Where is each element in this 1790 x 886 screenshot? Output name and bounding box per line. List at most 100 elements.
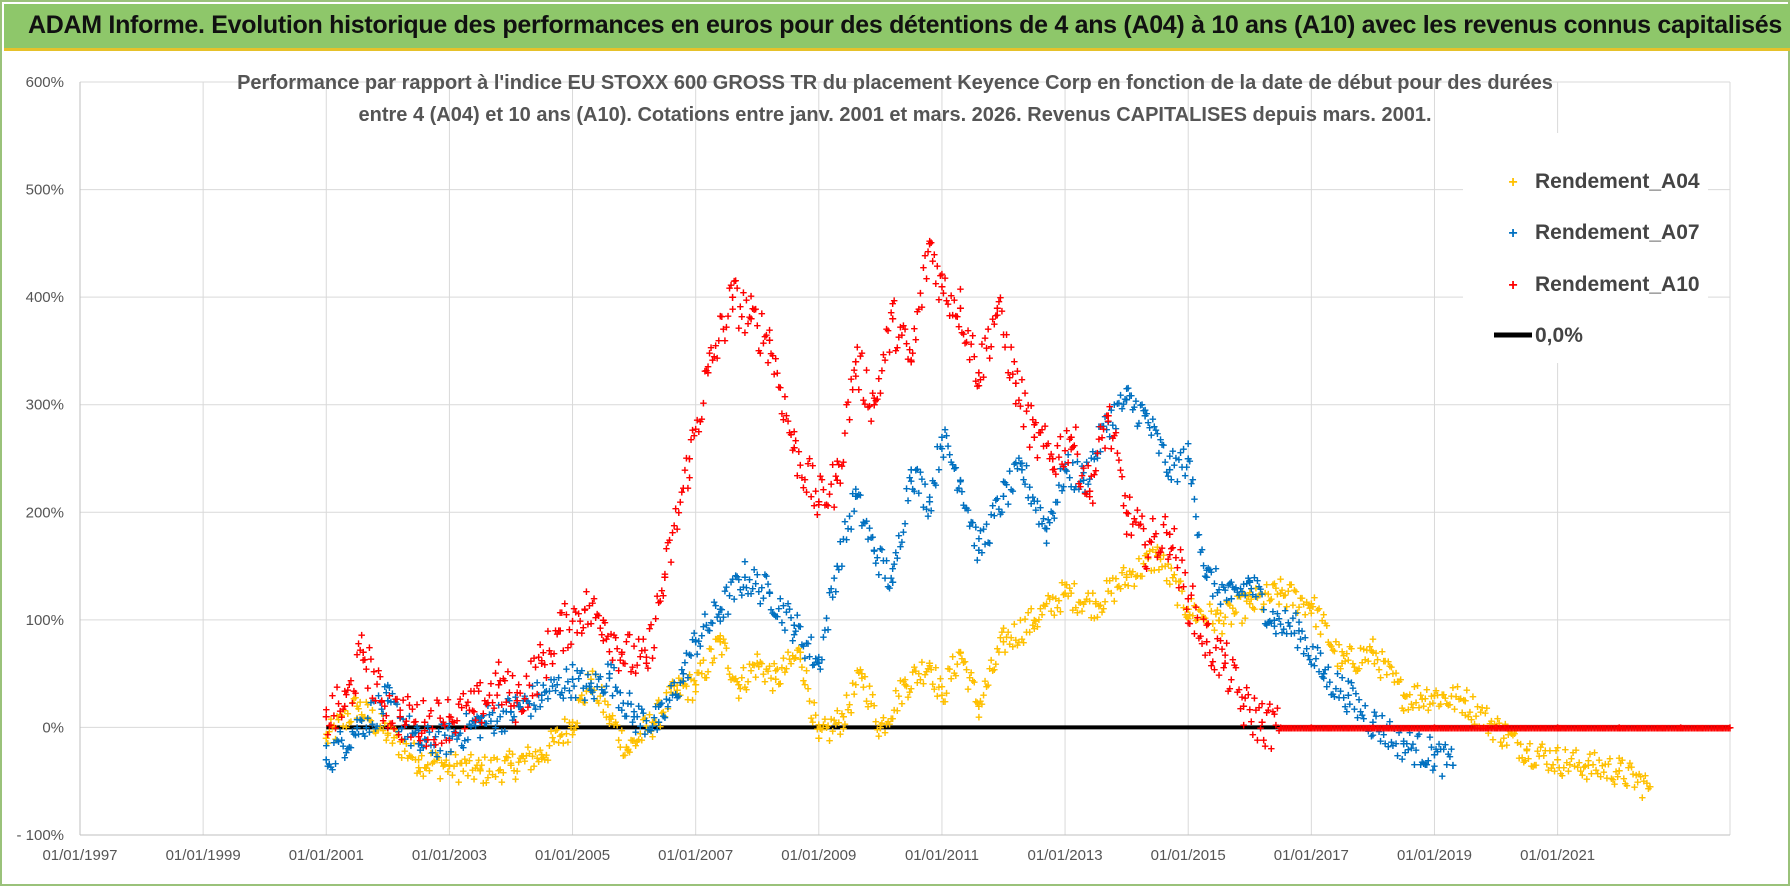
scatter-point: +: [347, 740, 355, 755]
scatter-point: +: [983, 517, 991, 532]
scatter-point: +: [1114, 396, 1122, 411]
data-point: +: [716, 601, 724, 617]
scatter-point: +: [576, 691, 584, 706]
scatter-point: +: [1138, 397, 1146, 412]
scatter-point: +: [1224, 577, 1232, 592]
scatter-point: +: [643, 713, 651, 728]
scatter-point: +: [1635, 767, 1643, 782]
scatter-point: +: [379, 723, 387, 738]
data-point: +: [765, 585, 773, 601]
scatter-point: +: [459, 740, 467, 755]
scatter-point: +: [1294, 640, 1302, 655]
scatter-point: +: [972, 519, 980, 534]
scatter-point: +: [1338, 644, 1346, 659]
scatter-point: +: [946, 447, 954, 462]
scatter-point: +: [490, 726, 498, 741]
scatter-point: +: [470, 714, 478, 729]
scatter-point: +: [909, 481, 917, 496]
scatter-point: +: [723, 579, 731, 594]
scatter-point: +: [1226, 598, 1234, 613]
scatter-point: +: [820, 629, 828, 644]
scatter-point: +: [1386, 714, 1394, 729]
scatter-point: +: [372, 725, 380, 740]
scatter-point: +: [932, 477, 940, 492]
scatter-point: +: [729, 671, 737, 686]
scatter-point: +: [538, 752, 546, 767]
data-point: +: [1030, 612, 1038, 628]
scatter-point: +: [998, 504, 1006, 519]
scatter-point: +: [764, 664, 772, 679]
scatter-point: +: [329, 762, 337, 777]
scatter-point: +: [1186, 453, 1194, 468]
scatter-point: +: [1071, 482, 1079, 497]
scatter-point: +: [533, 675, 541, 690]
scatter-point: +: [615, 700, 623, 715]
scatter-point: +: [1377, 733, 1385, 748]
scatter-point: +: [944, 661, 952, 676]
scatter-point: +: [858, 670, 866, 685]
scatter-point: +: [797, 619, 805, 634]
scatter-point: +: [423, 732, 431, 747]
scatter-point: +: [1311, 658, 1319, 673]
scatter-point: +: [1151, 562, 1159, 577]
scatter-point: +: [735, 691, 743, 706]
scatter-point: +: [678, 673, 686, 688]
scatter-point: +: [1438, 769, 1446, 784]
scatter-point: +: [1132, 394, 1140, 409]
scatter-point: +: [463, 706, 471, 721]
scatter-point: +: [873, 550, 881, 565]
data-point: +: [907, 461, 915, 477]
data-point: +: [445, 709, 453, 725]
scatter-point: +: [673, 690, 681, 705]
data-point: +: [1203, 633, 1211, 649]
scatter-point: +: [1234, 588, 1242, 603]
scatter-point: +: [1246, 585, 1254, 600]
scatter-point: +: [512, 771, 520, 786]
scatter-point: +: [841, 717, 849, 732]
scatter-point: +: [467, 747, 475, 762]
data-point: +: [1584, 757, 1592, 773]
scatter-point: +: [349, 724, 357, 739]
scatter-point: +: [772, 608, 780, 623]
scatter-point: +: [1534, 744, 1542, 759]
scatter-point: +: [903, 481, 911, 496]
scatter-point: +: [1177, 574, 1185, 589]
scatter-point: +: [1443, 696, 1451, 711]
scatter-point: +: [947, 671, 955, 686]
scatter-point: +: [872, 555, 880, 570]
scatter-point: +: [1231, 582, 1239, 597]
scatter-point: +: [1398, 701, 1406, 716]
scatter-point: +: [1463, 682, 1471, 697]
data-point: +: [359, 644, 367, 660]
y-tick-label: 300%: [26, 397, 64, 414]
scatter-point: +: [813, 721, 821, 736]
scatter-point: +: [1197, 604, 1205, 619]
scatter-point: +: [1257, 586, 1265, 601]
scatter-point: +: [727, 672, 735, 687]
scatter-point: +: [350, 727, 358, 742]
scatter-point: +: [1187, 476, 1195, 491]
scatter-point: +: [483, 716, 491, 731]
scatter-point: +: [921, 476, 929, 491]
scatter-point: +: [518, 702, 526, 717]
scatter-point: +: [1374, 652, 1382, 667]
scatter-point: +: [1469, 689, 1477, 704]
scatter-point: +: [1055, 478, 1063, 493]
scatter-point: +: [327, 711, 335, 726]
scatter-point: +: [1446, 697, 1454, 712]
scatter-point: +: [669, 687, 677, 702]
scatter-point: +: [1603, 771, 1611, 786]
scatter-point: +: [446, 716, 454, 731]
scatter-point: +: [1637, 769, 1645, 784]
scatter-point: +: [721, 583, 729, 598]
scatter-point: +: [486, 763, 494, 778]
scatter-point: +: [501, 753, 509, 768]
scatter-point: +: [1194, 612, 1202, 627]
scatter-point: +: [621, 708, 629, 723]
scatter-point: +: [450, 724, 458, 739]
scatter-point: +: [852, 482, 860, 497]
scatter-point: +: [1420, 698, 1428, 713]
scatter-point: +: [1155, 446, 1163, 461]
scatter-point: +: [1171, 567, 1179, 582]
scatter-point: +: [715, 631, 723, 646]
